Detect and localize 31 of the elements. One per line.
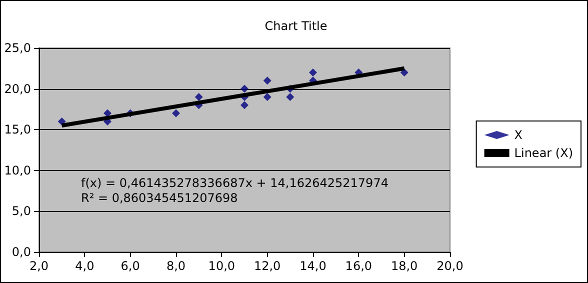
x-tick-label: 4,0 [75, 259, 94, 273]
annotation: R² = 0,860345451207698 [81, 191, 238, 205]
x-tick-label: 12,0 [254, 259, 281, 273]
chart-title: Chart Title [264, 19, 328, 33]
point [263, 76, 272, 85]
x-tick-label: 20,0 [436, 259, 464, 273]
point [400, 68, 408, 76]
annotation: f(x) = 0,461435278336687x + 14,1626425217974 [81, 176, 388, 190]
point [309, 68, 317, 76]
x-tick-label: 2,0 [29, 259, 49, 273]
point [240, 101, 248, 110]
point [286, 92, 294, 101]
x-tick-label: 10,0 [208, 259, 236, 273]
point [263, 92, 272, 101]
x-tick-label: 18,0 [390, 259, 418, 273]
y-tick-label: 10,0 [4, 163, 31, 178]
legend-label: Linear (X) [514, 146, 574, 160]
legend-label: X [514, 128, 523, 142]
y-tick-label: 5,0 [12, 204, 31, 218]
x-tick-label: 16,0 [345, 259, 372, 273]
y-tick-label: 20,0 [4, 82, 31, 96]
point [104, 109, 112, 118]
y-tick-label: 15,0 [4, 122, 31, 137]
point [240, 84, 248, 93]
x-tick-label: 8,0 [166, 259, 186, 273]
y-tick-label: 0,0 [12, 245, 31, 259]
point [172, 109, 180, 118]
x-tick-label: 6,0 [120, 259, 140, 273]
x-tick-label: 14,0 [300, 259, 326, 273]
point [194, 92, 203, 101]
y-tick-label: 25,0 [4, 41, 31, 55]
